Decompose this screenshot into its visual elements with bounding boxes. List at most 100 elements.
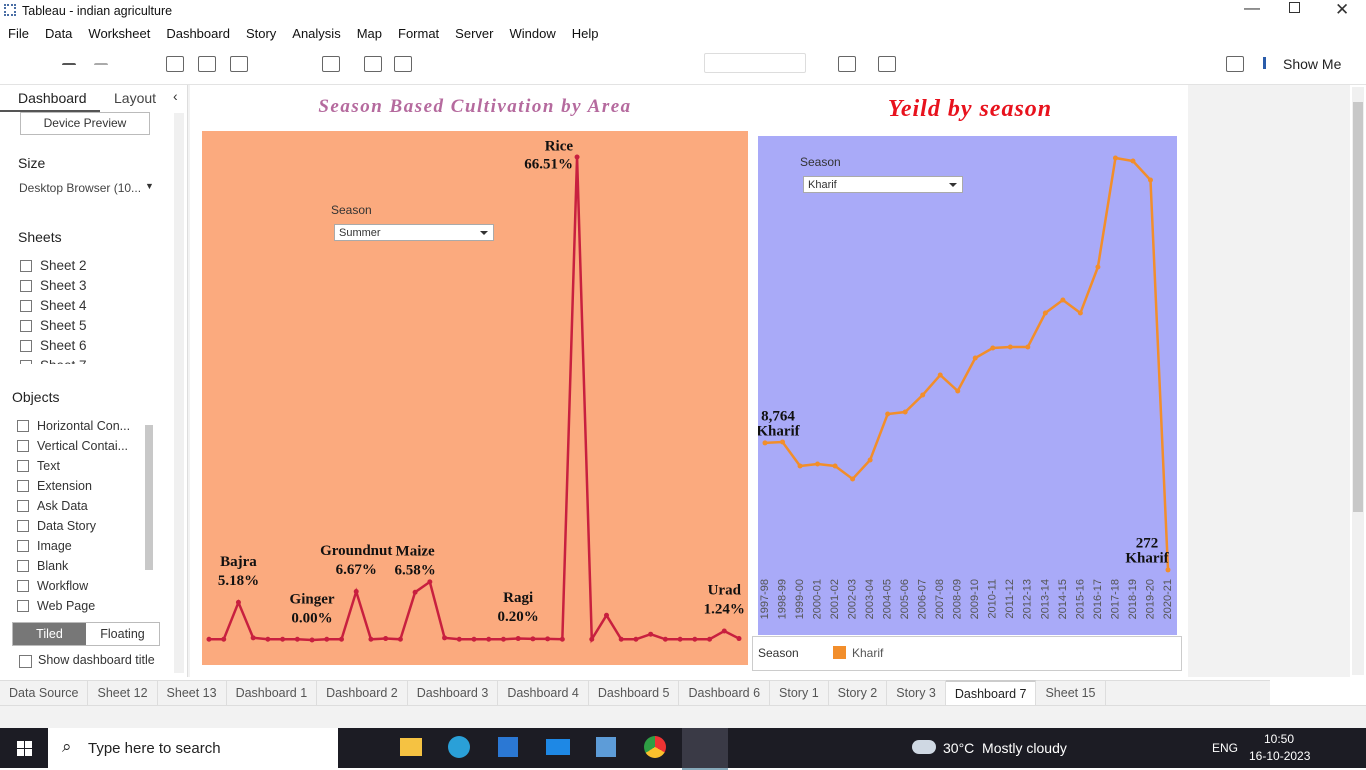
sheet-tab[interactable]: Dashboard 6 xyxy=(679,681,771,705)
sheet-item[interactable]: Sheet 6 xyxy=(20,336,160,356)
search-text: Type here to search xyxy=(88,740,221,757)
point xyxy=(265,636,271,642)
sheet-tab[interactable]: Sheet 13 xyxy=(158,681,227,705)
sheet-item[interactable]: Sheet 4 xyxy=(20,296,160,316)
search-box[interactable]: ⌕ Type here to search xyxy=(48,728,338,768)
sheet-item[interactable]: Sheet 2 xyxy=(20,256,160,276)
duplicate[interactable] xyxy=(364,56,382,72)
sheet-icon xyxy=(20,300,32,312)
tab-layout[interactable]: Layout xyxy=(114,90,157,106)
x-tick-label: 1999-00 xyxy=(794,579,806,619)
legend-label[interactable]: Kharif xyxy=(852,646,884,660)
x-tick-label: 2015-16 xyxy=(1074,579,1086,619)
sheet-tab[interactable]: Data Source xyxy=(0,681,89,705)
object-item[interactable]: Blank xyxy=(17,556,142,576)
sheets-list: Sheet 2 Sheet 3 Sheet 4 Sheet 5 Sheet 6 Sheet… xyxy=(20,256,160,364)
undo[interactable] xyxy=(62,63,76,79)
sheet-tab[interactable]: Story 3 xyxy=(887,681,946,705)
device-preview[interactable]: Device Preview xyxy=(20,112,150,135)
size-arrow[interactable]: ▼ xyxy=(145,181,154,191)
object-item[interactable]: Image xyxy=(17,536,142,556)
menu-item[interactable]: Window xyxy=(509,26,556,41)
sheet-tab[interactable]: Dashboard 4 xyxy=(498,681,589,705)
sheet-tab[interactable]: Dashboard 7 xyxy=(945,680,1037,706)
scrollbar[interactable] xyxy=(1352,87,1364,675)
fit-dropdown[interactable] xyxy=(704,53,806,73)
app[interactable] xyxy=(596,737,616,757)
collapse[interactable]: ‹ xyxy=(173,88,178,104)
tableau[interactable] xyxy=(682,728,728,770)
menu-item[interactable]: Worksheet xyxy=(88,26,151,41)
sheet-tab[interactable]: Story 2 xyxy=(829,681,888,705)
window-title: Tableau - indian agriculture xyxy=(22,4,173,18)
taskbar: ⌕ Type here to search 30°C Mostly cloudy… xyxy=(0,728,1366,770)
save[interactable] xyxy=(166,56,184,72)
pause[interactable] xyxy=(230,56,248,72)
data-label: Kharif xyxy=(1125,550,1169,566)
new-sheet[interactable] xyxy=(322,56,340,72)
sheet-icon xyxy=(20,320,32,332)
object-item[interactable]: Vertical Contai... xyxy=(17,436,142,456)
show-me[interactable]: Show Me xyxy=(1283,56,1342,72)
redo[interactable] xyxy=(94,63,108,79)
sheet-item[interactable]: Sheet 3 xyxy=(20,276,160,296)
title-bar: Tableau - indian agriculture — ✕ xyxy=(0,0,1366,22)
sheet-item[interactable]: Sheet 7 xyxy=(20,356,160,364)
chrome[interactable] xyxy=(644,736,666,758)
point xyxy=(309,637,315,643)
sheet-tab[interactable]: Sheet 12 xyxy=(88,681,158,705)
object-item[interactable]: Web Page xyxy=(17,596,142,616)
language[interactable]: ENG xyxy=(1212,741,1239,755)
tab-dashboard[interactable]: Dashboard xyxy=(18,90,87,106)
sheet-tab[interactable]: Dashboard 1 xyxy=(227,681,318,705)
floating[interactable]: Floating xyxy=(100,627,145,641)
menu-item[interactable]: File xyxy=(8,26,29,41)
checkbox[interactable] xyxy=(19,655,32,668)
show-me-icon xyxy=(1263,57,1278,69)
menu-item[interactable]: Map xyxy=(356,26,382,41)
sheet-tab[interactable]: Story 1 xyxy=(770,681,829,705)
objects-scrollbar[interactable] xyxy=(145,425,153,570)
menu-bar: File Data Worksheet Dashboard Story Analysis M… xyxy=(0,26,606,41)
edge[interactable] xyxy=(448,736,470,758)
presentation[interactable] xyxy=(878,56,896,72)
sheet-tab[interactable]: Sheet 15 xyxy=(1036,681,1106,705)
new-data[interactable] xyxy=(198,56,216,72)
size-value[interactable]: Desktop Browser (10... xyxy=(19,181,142,195)
weather[interactable]: 30°C Mostly cloudy xyxy=(943,740,1067,756)
show-cards[interactable] xyxy=(838,56,856,72)
object-item[interactable]: Workflow xyxy=(17,576,142,596)
tiled[interactable]: Tiled xyxy=(13,623,86,645)
mail[interactable] xyxy=(546,739,570,755)
line xyxy=(764,156,1170,570)
sheet-tab[interactable]: Dashboard 3 xyxy=(408,681,499,705)
minimize[interactable]: — xyxy=(1244,0,1260,17)
object-item[interactable]: Text xyxy=(17,456,142,476)
store[interactable] xyxy=(498,737,518,757)
sheet-item[interactable]: Sheet 5 xyxy=(20,316,160,336)
show-title[interactable]: Show dashboard title xyxy=(38,653,155,667)
ask-data[interactable] xyxy=(1226,56,1244,72)
panel-scrollbar[interactable] xyxy=(174,113,184,673)
menu-item[interactable]: Story xyxy=(245,26,277,41)
menu-item[interactable]: Server xyxy=(455,26,494,41)
menu-item[interactable]: Dashboard xyxy=(166,26,230,41)
menu-item[interactable]: Analysis xyxy=(292,26,341,41)
filter-dropdown[interactable]: Summer xyxy=(334,224,494,241)
sheet-tab[interactable]: Dashboard 5 xyxy=(589,681,680,705)
object-item[interactable]: Extension xyxy=(17,476,142,496)
menu-item[interactable]: Format xyxy=(398,26,440,41)
object-item[interactable]: Ask Data xyxy=(17,496,142,516)
menu-item[interactable]: Data xyxy=(44,26,73,41)
restore[interactable] xyxy=(1289,2,1300,13)
object-item[interactable]: Data Story xyxy=(17,516,142,536)
sheet-tab[interactable]: Dashboard 2 xyxy=(317,681,408,705)
close[interactable]: ✕ xyxy=(1335,0,1350,19)
start[interactable] xyxy=(17,741,32,756)
filter-dropdown[interactable]: Kharif xyxy=(803,176,963,193)
explorer[interactable] xyxy=(400,738,422,756)
object-item[interactable]: Horizontal Con... xyxy=(17,416,142,436)
point xyxy=(677,636,683,642)
menu-item[interactable]: Help xyxy=(571,26,599,41)
clear[interactable] xyxy=(394,56,412,72)
